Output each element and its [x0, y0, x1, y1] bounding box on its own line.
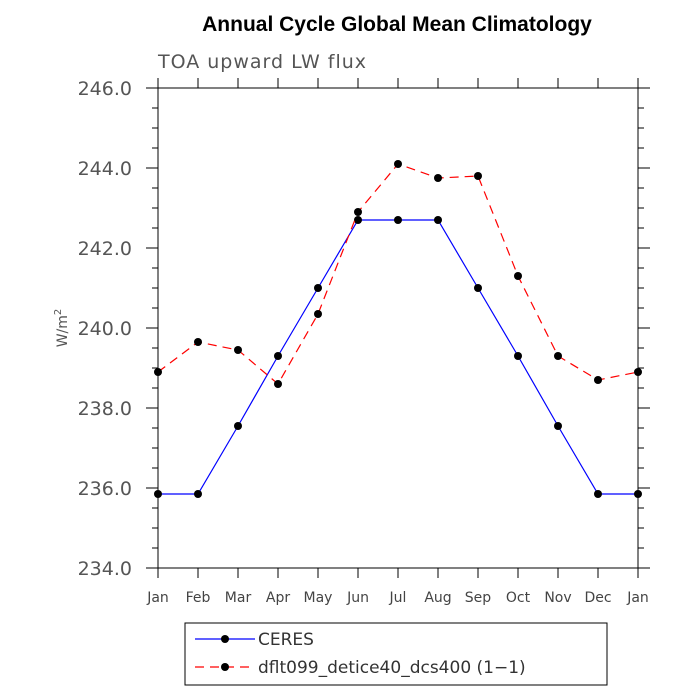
data-point [234, 346, 242, 354]
y-tick-label: 240.0 [78, 318, 132, 340]
y-axis-label: W/m2 [53, 309, 71, 348]
legend-label-0: CERES [258, 630, 314, 650]
x-tick-label: Jan [146, 590, 169, 606]
data-point [554, 422, 562, 430]
y-tick-label: 236.0 [78, 478, 132, 500]
x-tick-label: May [304, 590, 333, 606]
data-point [514, 352, 522, 360]
x-tick-label: Apr [266, 590, 290, 606]
x-tick-label: Nov [544, 590, 571, 606]
data-point [434, 174, 442, 182]
x-tick-label: Jul [389, 590, 407, 606]
y-tick-label: 244.0 [78, 158, 132, 180]
data-point [354, 216, 362, 224]
x-tick-label: Dec [584, 590, 611, 606]
y-axis-label-superscript: 2 [53, 309, 64, 315]
data-point [354, 208, 362, 216]
x-tick-label: Oct [506, 590, 531, 606]
y-tick-label: 246.0 [78, 78, 132, 100]
data-point [274, 352, 282, 360]
chart-subtitle: TOA upward LW flux [157, 51, 367, 73]
data-point [514, 272, 522, 280]
data-point [314, 310, 322, 318]
x-tick-label: Feb [186, 590, 211, 606]
data-point [154, 368, 162, 376]
legend-marker-1 [221, 663, 229, 671]
data-point [474, 284, 482, 292]
x-tick-label: Mar [225, 590, 252, 606]
data-point [394, 160, 402, 168]
legend-label-1: dflt099_detice40_dcs400 (1−1) [258, 658, 526, 678]
plot-area: 234.0 236.0 238.0 240.0 242.0 244.0 246.0 Jan Fe… [78, 78, 650, 606]
x-tick-label: Jan [626, 590, 649, 606]
data-point [194, 490, 202, 498]
data-point [594, 376, 602, 384]
data-point [634, 368, 642, 376]
data-point [154, 490, 162, 498]
chart-title: Annual Cycle Global Mean Climatology [202, 13, 592, 36]
x-tick-label: Aug [424, 590, 451, 606]
data-point [314, 284, 322, 292]
data-point [434, 216, 442, 224]
data-point [274, 380, 282, 388]
data-point [194, 338, 202, 346]
data-point [594, 490, 602, 498]
legend-marker-0 [221, 635, 229, 643]
data-point [394, 216, 402, 224]
series-line-0 [158, 219, 638, 495]
y-tick-label: 242.0 [78, 238, 132, 260]
legend: CERES dflt099_detice40_dcs400 (1−1) [184, 622, 608, 686]
legend-box [184, 622, 608, 686]
series-line-1 [157, 163, 639, 385]
x-tick-label: Sep [465, 590, 492, 606]
data-point [554, 352, 562, 360]
x-tick-label: Jun [346, 590, 369, 606]
y-tick-label: 238.0 [78, 398, 132, 420]
data-point [234, 422, 242, 430]
data-point [634, 490, 642, 498]
data-point [474, 172, 482, 180]
y-tick-label: 234.0 [78, 558, 132, 580]
y-axis-label-unit: W/m [55, 315, 71, 347]
